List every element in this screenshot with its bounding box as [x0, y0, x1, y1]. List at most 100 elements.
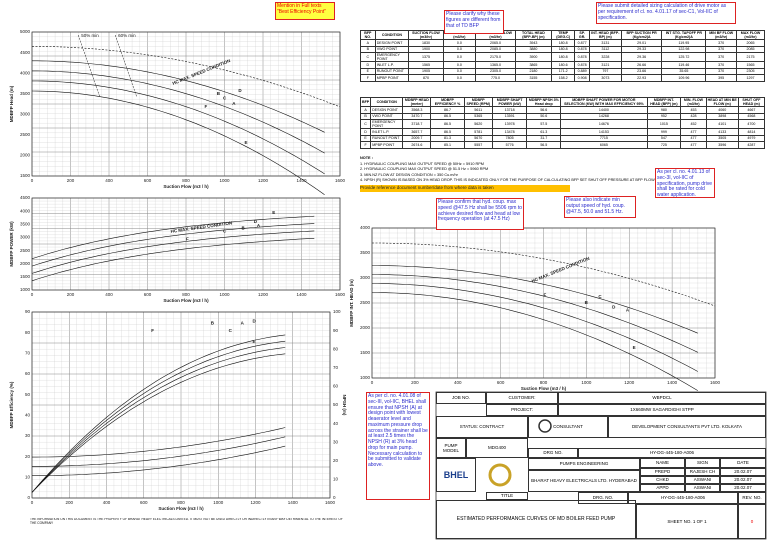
y-tick-label: 5000	[20, 29, 31, 34]
table-cell: 1565	[735, 61, 766, 69]
y-tick-label: 80	[25, 330, 31, 335]
table-cell: 35.65	[661, 67, 707, 75]
y2-tick-label: 80	[333, 346, 339, 351]
table-row: A DESIGN POINT 3568.3 86.7 5611 13718 56.6 1440…	[359, 106, 766, 114]
table-cell: 158.2	[550, 74, 576, 82]
table-cell: 5620	[463, 119, 493, 129]
table-cell: BFP	[359, 97, 372, 107]
y-tick-label: 2500	[20, 132, 31, 137]
x-tick-label: 1600	[710, 380, 721, 385]
table-cell: INT STG. TAPOFF PR (Kg/cm2)A	[661, 30, 707, 40]
point-label: F	[186, 237, 189, 242]
table-row: F MPBP POINT 2674.6 85.1 5557 5776 56.5 6065 725…	[359, 141, 766, 149]
x-tick-label: 200	[411, 380, 419, 385]
point-label: D	[238, 88, 242, 93]
table-cell: MPBP POINT	[374, 74, 410, 82]
y-tick-label: 4000	[20, 208, 31, 213]
point-label: C	[598, 294, 602, 299]
table-cell: TOTAL HEAD (BFP-BP) (m)	[514, 30, 552, 40]
x-tick-label: 400	[105, 178, 113, 183]
table-cell: 14676	[560, 119, 648, 129]
x-tick-label: 1000	[213, 500, 224, 505]
title-cell: STATUS: CONTRACT	[436, 416, 528, 438]
table-cell: 870	[408, 74, 444, 82]
table-cell: 2175	[735, 52, 766, 62]
table-cell: INT. HEAD (BFP-BP) (m)	[588, 30, 622, 40]
curve	[372, 283, 698, 372]
x-tick-label: 1400	[288, 500, 299, 505]
table-cell: TEMP (DEG.C)	[550, 30, 576, 40]
curve	[32, 427, 286, 458]
table-cell: 3718.7	[402, 119, 432, 129]
y-tick-label: 90	[25, 309, 31, 314]
curve	[31, 215, 315, 259]
x-tick-label: 1600	[325, 500, 336, 505]
annotation: Please submit detailed sizing calculatio…	[596, 2, 736, 24]
point-label: D	[254, 219, 258, 224]
line-label: 60% min	[118, 33, 136, 38]
title-cell: DRG. NO.	[578, 492, 628, 504]
curve	[31, 334, 286, 493]
table-cell: 0.0	[442, 74, 477, 82]
table-cell: 119.46	[661, 61, 707, 69]
title-cell: BHARAT HEAVY ELECTRICALS LTD. HYDERABAD	[528, 470, 640, 492]
logo-emblem	[488, 463, 512, 487]
max-speed-curve	[372, 242, 716, 307]
table-cell: 0.0	[442, 52, 477, 62]
y-tick-label: 2500	[20, 248, 31, 253]
signoff-name: ASWANI	[685, 476, 720, 484]
x-tick-label: 1000	[219, 292, 230, 297]
table-row: F MPBP POINT 870 0.0 775.0 3155 158.2 0.908 3073…	[360, 74, 766, 82]
table-cell: 0.878	[574, 61, 590, 69]
table-row: C EMERGENCY POINT 3718.7 86.5 5620 13978 57.5 1…	[359, 119, 766, 129]
table-cell: 86.7	[430, 106, 465, 114]
table-cell: 5611	[463, 106, 493, 114]
curve	[31, 347, 286, 493]
table-row: E RUNOUT POINT 1905 0.0 2305.0 2180 171.2 0.889…	[360, 67, 766, 75]
y-tick-label: 1000	[20, 287, 31, 292]
point-label: B	[585, 300, 589, 305]
table-cell: 0.889	[574, 67, 590, 75]
point-label: A	[232, 101, 236, 106]
signoff-cell: CHKD	[640, 476, 685, 484]
point-label: B	[241, 226, 245, 231]
note: 1. HYDRAULIC COUPLING MAX OUTPUT SPEED @…	[360, 161, 484, 166]
point-label: B	[217, 91, 221, 96]
signoff-name: RAJESH CH	[685, 468, 720, 476]
plot-frame	[31, 197, 341, 291]
table-cell: 2305	[735, 67, 766, 75]
signoff-cell: APPD	[640, 484, 685, 492]
title-cell: SHEET NO. 1 OF 1	[636, 504, 738, 539]
curve	[32, 445, 286, 477]
y2-tick-label: 60	[333, 384, 339, 389]
point-label: F	[151, 328, 154, 333]
plot-frame	[371, 227, 716, 379]
x-tick-label: 400	[454, 380, 462, 385]
signoff-cell: PREPD	[640, 468, 685, 476]
table-cell: MDBFP HEAD (meter)	[402, 97, 432, 107]
y2-tick-label: 50	[333, 402, 339, 407]
y-axis-label: MDBFP Efficiency (%)	[9, 381, 14, 428]
curve	[31, 90, 325, 195]
title-cell: MDG400	[466, 438, 528, 458]
table-cell: MIN. FLOW (m3/hr)	[680, 97, 707, 107]
table-cell: EMERGENCY POINT	[370, 119, 404, 129]
x-tick-label: 1200	[250, 500, 261, 505]
title-cell: WBPDCL	[558, 392, 766, 404]
table-cell: 4667	[737, 106, 766, 114]
x-tick-label: 200	[65, 500, 73, 505]
table-cell: 453	[680, 106, 707, 114]
note: 2. HYDRAULIC COUPLING MAX OUTPUT SPEED @…	[360, 167, 489, 171]
table-cell: MPBP POINT	[370, 141, 404, 149]
point-label: A	[626, 308, 630, 313]
table-cell: CONDITION	[370, 97, 404, 107]
x-tick-label: 0	[31, 178, 34, 183]
table-cell: 29.36	[620, 52, 663, 62]
note: 4. NPSH (R) SHOWN IS BASED ON 3% HEAD DR…	[360, 178, 655, 182]
table-cell: 22.93	[620, 74, 663, 82]
x-axis-label: Suction Flow (m3 / h)	[158, 506, 204, 511]
point-label: D	[612, 305, 616, 310]
signoff-cell: 20.02.07	[720, 468, 766, 476]
